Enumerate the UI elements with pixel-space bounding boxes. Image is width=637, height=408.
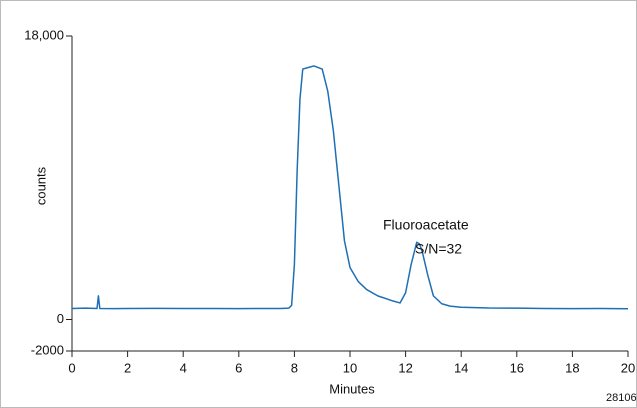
y-axis-label: counts bbox=[33, 166, 48, 205]
data-line bbox=[71, 65, 629, 310]
x-tick-label: 12 bbox=[398, 360, 412, 375]
annotation: S/N=32 bbox=[415, 241, 462, 257]
x-tick-label: 4 bbox=[180, 360, 187, 375]
x-tick-label: 16 bbox=[510, 360, 524, 375]
annotation: Fluoroacetate bbox=[383, 217, 469, 233]
x-tick-label: 14 bbox=[454, 360, 468, 375]
y-tick-label: 0 bbox=[57, 311, 64, 326]
x-tick-label: 6 bbox=[235, 360, 242, 375]
x-tick-label: 8 bbox=[291, 360, 298, 375]
x-tick-label: 10 bbox=[343, 360, 357, 375]
x-tick-label: 0 bbox=[68, 360, 75, 375]
x-tick-label: 18 bbox=[565, 360, 579, 375]
annotation: 28106 bbox=[606, 392, 637, 404]
y-tick-label: 18,000 bbox=[24, 27, 64, 42]
x-axis-label: Minutes bbox=[329, 381, 375, 396]
y-tick-label: -2000 bbox=[31, 342, 64, 357]
x-tick-label: 2 bbox=[124, 360, 131, 375]
x-tick-label: 20 bbox=[621, 360, 635, 375]
